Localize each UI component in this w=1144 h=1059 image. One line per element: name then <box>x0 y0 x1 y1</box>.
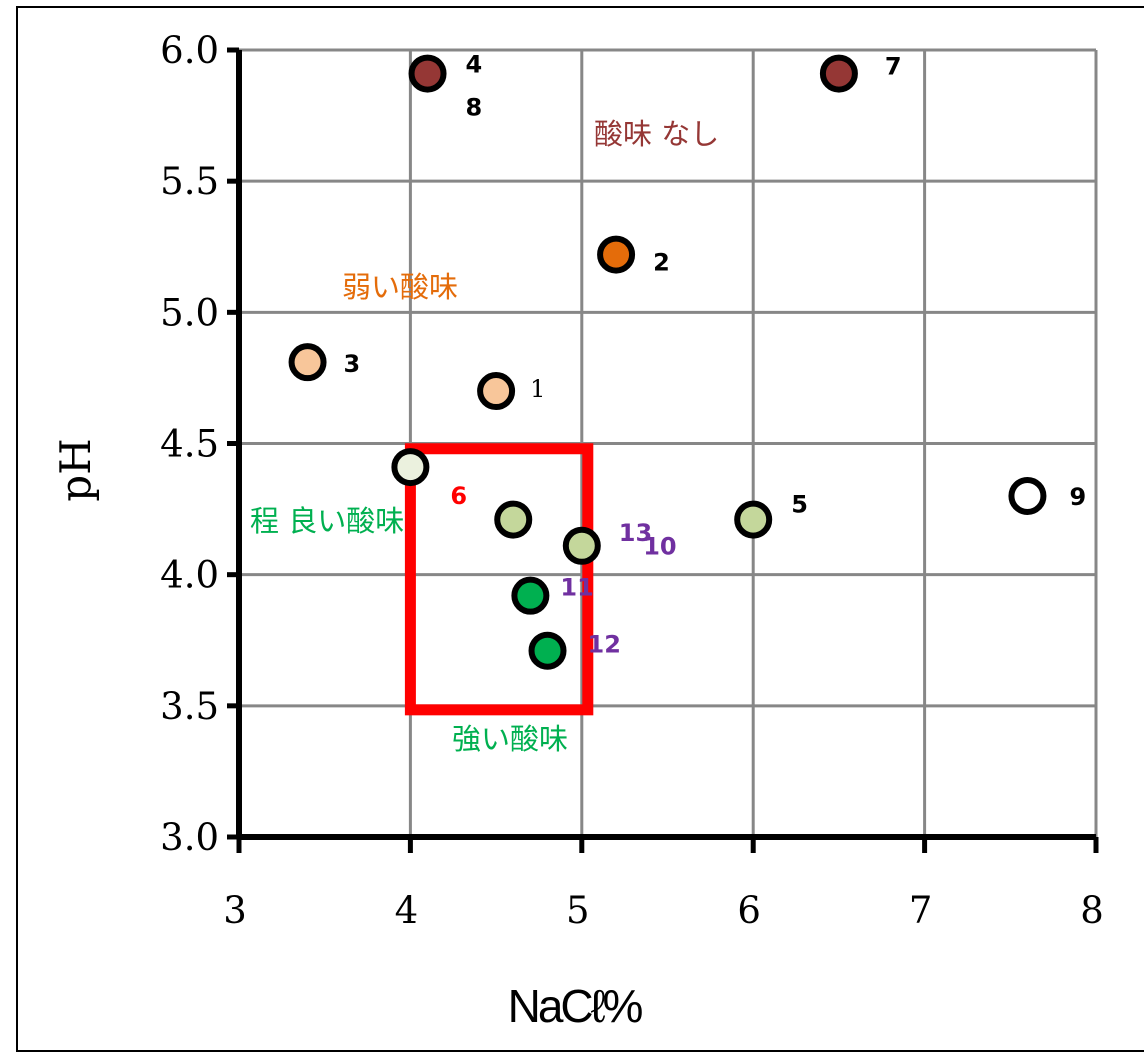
point-label-2: 2 <box>653 249 670 277</box>
y-tick-label: 4.0 <box>160 554 219 597</box>
point-label-8: 8 <box>466 94 483 122</box>
y-tick-label: 3.5 <box>160 685 219 728</box>
data-point-9 <box>1008 476 1047 515</box>
point-label-12: 12 <box>588 631 621 659</box>
point-label-11: 11 <box>560 574 593 602</box>
data-point-12 <box>528 631 567 670</box>
chart-frame: 3.0 3.5 4.0 4.5 5.0 5.5 6.0 3 4 5 6 7 8 1 2 3 4 8 5 6 7 9 10 1… <box>16 6 1144 1052</box>
data-points <box>288 54 1047 670</box>
data-point-6 <box>391 448 430 487</box>
point-label-5: 5 <box>791 491 808 519</box>
data-point-11 <box>511 576 550 615</box>
zone-annotation-1: 弱い酸味 <box>342 270 458 304</box>
data-point-13 <box>562 526 601 565</box>
x-tick-label: 7 <box>909 889 933 932</box>
y-tick-label: 4.5 <box>160 423 219 466</box>
zone-annotation-0: 酸味 なし <box>594 117 719 151</box>
data-point-1 <box>477 372 516 411</box>
point-label-7: 7 <box>885 53 902 81</box>
zone-annotation-3: 強い酸味 <box>452 722 568 756</box>
y-axis-title: pH <box>51 438 100 502</box>
point-label-1: 1 <box>530 375 545 403</box>
zone-annotation-2: 程 良い酸味 <box>250 504 404 538</box>
data-point-5 <box>734 500 773 539</box>
scatter-chart: 3.03.54.04.55.05.56.03 4 5 6 7 8 123485679101… <box>51 29 1104 1032</box>
x-tick-label: 3 <box>223 889 247 932</box>
tick-labels: 3.0 3.5 4.0 4.5 5.0 5.5 6.0 3 4 5 6 7 8 <box>160 29 1104 932</box>
highlight-box-layer <box>404 443 594 716</box>
y-tick-label: 6.0 <box>160 29 219 72</box>
y-tick-label: 5.5 <box>160 160 219 203</box>
x-tick-label: 6 <box>737 889 761 932</box>
point-label-6: 6 <box>450 482 467 510</box>
y-tick-label: 3.0 <box>160 816 219 859</box>
point-label-3: 3 <box>344 350 361 378</box>
y-tick-label: 5.0 <box>160 291 219 334</box>
data-point-2 <box>597 235 636 274</box>
data-point-10 <box>494 500 533 539</box>
highlight-box <box>404 443 594 716</box>
data-point-4 <box>408 54 447 93</box>
data-point-3 <box>288 343 327 382</box>
point-label-4: 4 <box>466 51 483 79</box>
point-label-10: 10 <box>643 533 676 561</box>
axes <box>227 47 1099 853</box>
x-tick-label: 8 <box>1080 889 1104 932</box>
gridlines <box>239 48 1098 837</box>
x-axis-title: NaCℓ% <box>508 980 643 1032</box>
point-label-9: 9 <box>1069 483 1086 511</box>
x-tick-label: 5 <box>566 889 590 932</box>
data-point-7 <box>819 54 858 93</box>
x-tick-label: 4 <box>395 889 419 932</box>
point-label-13: 13 <box>619 519 652 547</box>
